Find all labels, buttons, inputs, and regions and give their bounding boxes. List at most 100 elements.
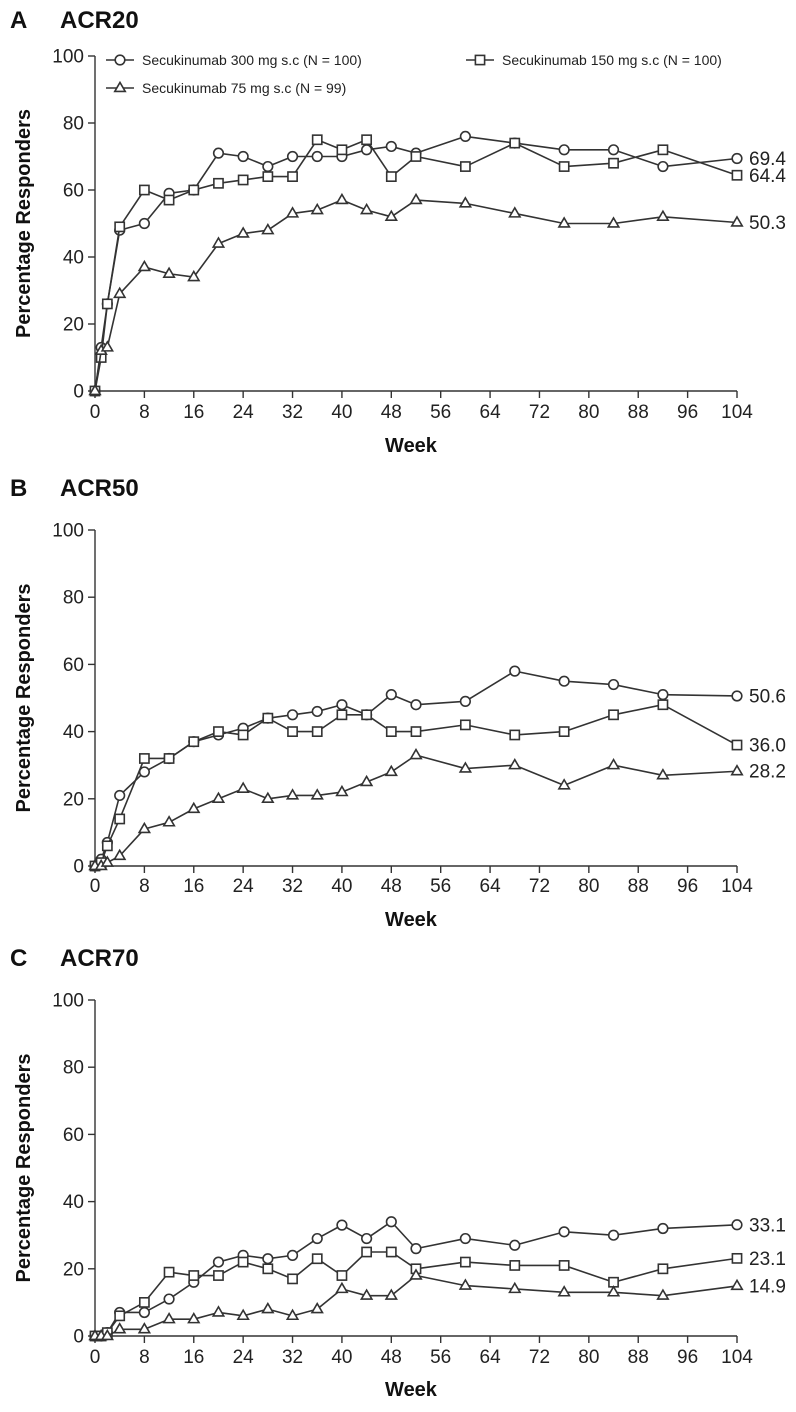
x-tick-label: 0 xyxy=(90,1347,101,1368)
series-triangle-point-5 xyxy=(162,266,176,278)
end-value-label: 64.4 xyxy=(749,166,786,187)
legend-marker-square-point-0 xyxy=(474,54,486,66)
x-tick-label: 40 xyxy=(331,1347,352,1368)
end-value-label: 36.0 xyxy=(749,736,786,757)
series-circle-point-18 xyxy=(558,675,570,687)
end-value-label: 28.2 xyxy=(749,762,786,783)
series-line-triangle xyxy=(95,1274,738,1337)
y-tick-label: 0 xyxy=(73,857,84,878)
y-tick-label: 100 xyxy=(52,47,84,68)
series-triangle: 14.9 xyxy=(88,1268,786,1341)
series-triangle-point-18 xyxy=(557,216,571,228)
series-circle-point-4 xyxy=(138,1306,150,1319)
panel-letter: B xyxy=(10,475,27,502)
series-triangle-point-20 xyxy=(656,1288,670,1300)
series-square-point-21 xyxy=(731,739,743,751)
x-tick-label: 8 xyxy=(139,1347,150,1368)
x-tick-label: 88 xyxy=(628,876,649,897)
series-circle-point-10 xyxy=(286,1249,299,1261)
series-triangle-point-10 xyxy=(285,206,300,218)
panel-title: ACR70 xyxy=(60,945,139,972)
legend-marker-triangle-point-0 xyxy=(113,80,127,93)
series-square-point-5 xyxy=(163,1266,175,1278)
panel-title: ACR50 xyxy=(60,475,139,502)
x-tick-label: 80 xyxy=(578,876,599,897)
x-tick-label: 104 xyxy=(721,876,753,897)
series-triangle-point-9 xyxy=(261,1301,275,1314)
panel-title: ACR20 xyxy=(60,7,139,34)
series-triangle-point-6 xyxy=(187,801,201,814)
x-tick-label: 8 xyxy=(139,402,150,423)
series-circle-point-19 xyxy=(607,1229,620,1241)
series-square-point-2 xyxy=(101,298,113,310)
x-tick-label: 24 xyxy=(233,402,255,423)
series-square-point-8 xyxy=(237,174,249,186)
series-triangle-point-17 xyxy=(508,206,522,218)
series-circle-point-20 xyxy=(657,1222,669,1235)
series-triangle-point-19 xyxy=(606,758,621,770)
x-tick-label: 72 xyxy=(529,402,550,423)
series-circle-point-21 xyxy=(731,1219,743,1231)
series-triangle-point-8 xyxy=(236,781,250,793)
series-circle-point-17 xyxy=(509,665,521,677)
series-triangle-point-11 xyxy=(310,788,324,800)
series-square-point-14 xyxy=(385,171,397,182)
series-triangle-point-7 xyxy=(211,1305,226,1317)
series-square: 64.4 xyxy=(89,134,786,397)
series-triangle-point-0 xyxy=(88,383,102,396)
series-square-point-11 xyxy=(311,1253,323,1265)
end-value-label: 50.3 xyxy=(749,213,786,234)
series-triangle-point-21 xyxy=(730,1278,744,1291)
series-line-circle xyxy=(94,670,738,867)
series-square: 36.0 xyxy=(89,699,786,872)
y-tick-label: 80 xyxy=(63,1058,84,1079)
x-tick-label: 88 xyxy=(628,402,649,423)
x-tick-label: 0 xyxy=(90,402,101,423)
series-triangle-point-10 xyxy=(285,788,300,800)
x-tick-label: 64 xyxy=(480,402,502,423)
series-square-point-13 xyxy=(361,134,373,146)
series-square-point-7 xyxy=(213,177,224,189)
x-axis-title: Week xyxy=(385,1379,438,1401)
series-line-circle xyxy=(95,1220,738,1337)
series-square-point-17 xyxy=(509,729,521,741)
x-tick-label: 72 xyxy=(529,876,550,897)
legend-marker-circle-point-0 xyxy=(114,54,126,66)
series-square-point-11 xyxy=(311,726,323,737)
series-square-point-18 xyxy=(558,1260,570,1271)
series-square-point-2 xyxy=(101,840,113,852)
series-square-point-5 xyxy=(163,194,175,206)
legend-entry-circle: Secukinumab 300 mg s.c (N = 100) xyxy=(106,52,362,68)
series-circle-point-12 xyxy=(336,1219,348,1231)
series-circle-point-18 xyxy=(558,1226,570,1238)
series-square-point-7 xyxy=(213,1270,224,1281)
series-square-point-20 xyxy=(657,699,669,711)
series-square-point-9 xyxy=(262,171,274,182)
series-circle: 50.6 xyxy=(89,665,786,872)
series-square-point-18 xyxy=(558,161,570,172)
series-circle-point-18 xyxy=(558,144,570,156)
series-circle-point-19 xyxy=(607,678,620,691)
legend-label: Secukinumab 150 mg s.c (N = 100) xyxy=(502,52,722,68)
series-circle-point-7 xyxy=(212,147,225,159)
y-tick-label: 100 xyxy=(52,991,84,1012)
series-circle-point-10 xyxy=(286,150,299,163)
legend-label: Secukinumab 75 mg s.c (N = 99) xyxy=(142,80,346,96)
legend: Secukinumab 300 mg s.c (N = 100) Secukinu… xyxy=(106,52,722,96)
series-triangle-point-9 xyxy=(261,223,275,235)
series-triangle-point-4 xyxy=(137,1322,152,1334)
y-tick-label: 60 xyxy=(63,655,84,676)
series-square-point-10 xyxy=(287,171,298,182)
series-triangle-point-15 xyxy=(409,192,423,205)
x-axis-title: Week xyxy=(385,435,438,457)
series-square-point-15 xyxy=(410,151,422,162)
series-triangle-point-3 xyxy=(113,848,127,861)
series-triangle-point-20 xyxy=(656,768,670,780)
series-square-point-6 xyxy=(188,184,200,196)
series-triangle-point-6 xyxy=(187,1312,201,1324)
series-triangle-point-14 xyxy=(384,1288,398,1300)
series-square-point-15 xyxy=(410,726,422,737)
series-triangle-point-15 xyxy=(409,1268,423,1280)
x-tick-label: 56 xyxy=(430,1347,451,1368)
series-square-point-16 xyxy=(459,161,471,172)
